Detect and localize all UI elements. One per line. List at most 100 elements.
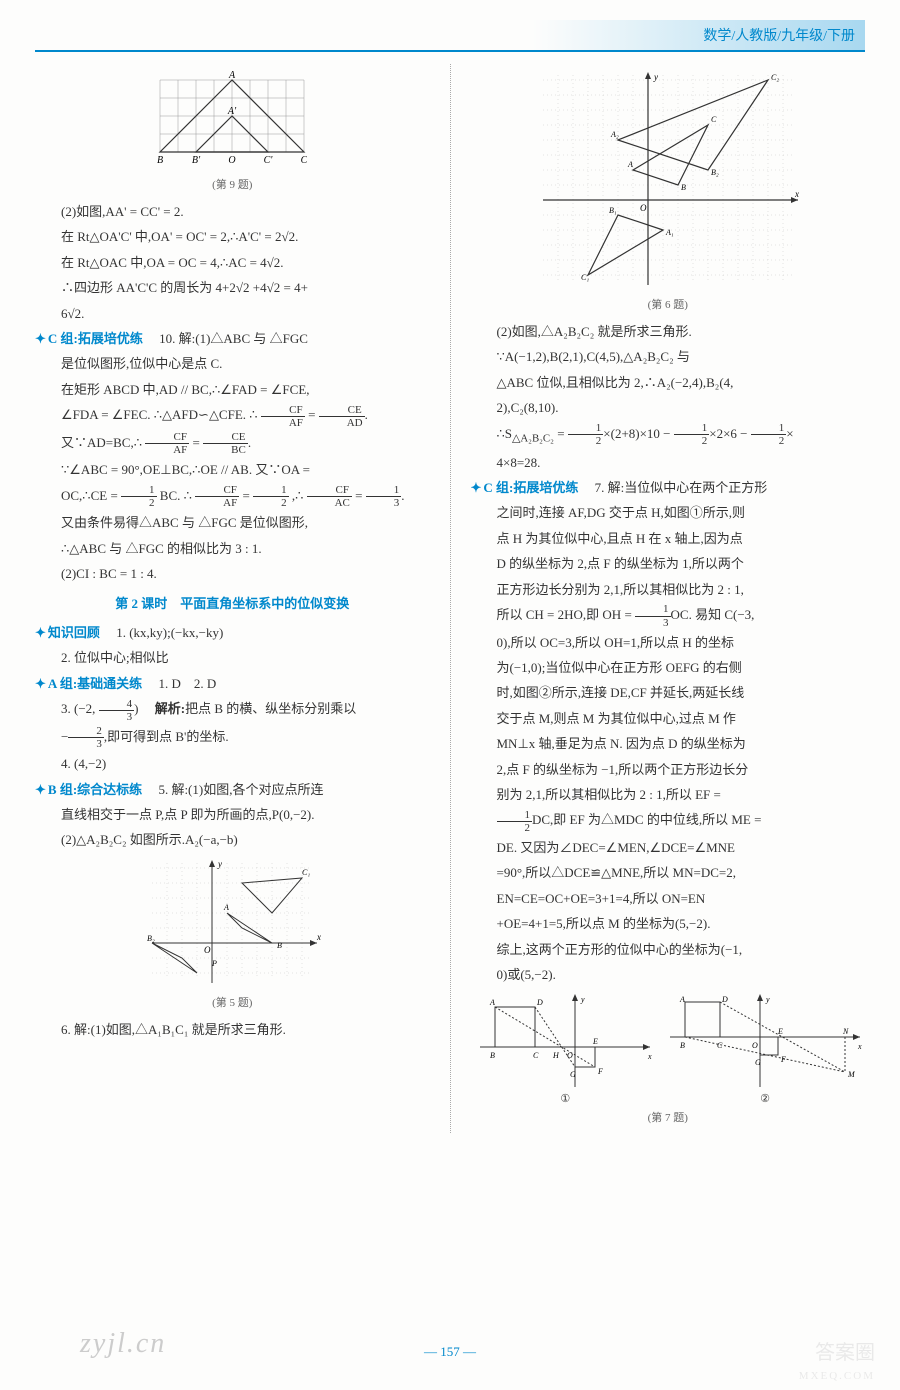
text: ∠FDA = ∠FEC. ∴△AFD∽△CFE. ∴ CFAF = CEAD. [35, 403, 430, 429]
svg-text:y: y [580, 995, 585, 1004]
text: (2)如图,△A₂B₂C₂ 就是所求三角形. [471, 320, 866, 343]
figure-9-caption: (第 9 题) [35, 176, 430, 192]
left-column: A A' B B' O C' C (第 9 题) (2)如图,AA' = CC'… [35, 64, 430, 1133]
text: DE. 又因为∠DEC=∠MEN,∠DCE=∠MNE [471, 836, 866, 859]
svg-text:B: B [680, 1041, 685, 1050]
text: D 的纵坐标为 2,点 F 的纵坐标为 1,所以两个 [471, 552, 866, 575]
text: ∴△ABC 与 △FGC 的相似比为 3 : 1. [35, 537, 430, 560]
group-b-label: B 组:综合达标练 [35, 782, 142, 797]
text: 又∵AD=BC,∴ CFAF = CEBC. [35, 431, 430, 457]
svg-text:A': A' [227, 106, 237, 117]
svg-text:H: H [552, 1051, 560, 1060]
q10-text: 10. 解:(1)△ABC 与 △FGC [159, 331, 308, 346]
svg-text:O: O [640, 203, 647, 213]
svg-text:F: F [597, 1067, 603, 1076]
right-column: x y O A B C A₂ B₂ C₂ A₁ B₁ C₁ (第 6 [471, 64, 866, 1133]
svg-text:B₂: B₂ [711, 168, 719, 177]
svg-text:D: D [536, 998, 543, 1007]
text: 交于点 M,则点 M 为其位似中心,过点 M 作 [471, 707, 866, 730]
text: 之间时,连接 AF,DG 交于点 H,如图①所示,则 [471, 501, 866, 524]
svg-text:A: A [223, 903, 229, 912]
text: 点 H 为其位似中心,且点 H 在 x 轴上,因为点 [471, 527, 866, 550]
text: 为(−1,0);当位似中心在正方形 OEFG 的右侧 [471, 656, 866, 679]
text: ∴S△A₂B₂C₂ = 12×(2+8)×10 − 12×2×6 − 12× [471, 422, 866, 449]
text: C 组:拓展培优练 10. 解:(1)△ABC 与 △FGC [35, 327, 430, 350]
text: C 组:拓展培优练 7. 解:当位似中心在两个正方形 [471, 476, 866, 499]
fig7-label2: ② [665, 1092, 865, 1105]
svg-text:O: O [204, 945, 211, 955]
text: A 组:基础通关练 1. D 2. D [35, 672, 430, 695]
text: B 组:综合达标练 5. 解:(1)如图,各个对应点所连 [35, 778, 430, 801]
text: ∵∠ABC = 90°,OE⊥BC,∴OE // AB. 又∵OA = [35, 458, 430, 481]
group-c-label: C 组:拓展培优练 [35, 331, 143, 346]
watermark-url: MXEQ.COM [799, 1370, 875, 1382]
svg-text:B₂: B₂ [147, 934, 155, 943]
svg-text:N: N [842, 1027, 849, 1036]
svg-text:C₁: C₁ [302, 868, 310, 877]
text: 6. 解:(1)如图,△A₁B₁C₁ 就是所求三角形. [35, 1018, 430, 1041]
lesson-title: 第 2 课时 平面直角坐标系中的位似变换 [35, 592, 430, 615]
text: 直线相交于一点 P,点 P 即为所画的点,P(0,−2). [35, 803, 430, 826]
text: 是位似图形,位似中心是点 C. [35, 352, 430, 375]
text: 2,点 F 的纵坐标为 −1,所以两个正方形边长分 [471, 758, 866, 781]
group-a-label: A 组:基础通关练 [35, 676, 142, 691]
svg-text:y: y [765, 995, 770, 1004]
figure-5-caption: (第 5 题) [35, 994, 430, 1010]
text: MN⊥x 轴,垂足为点 N. 因为点 D 的纵坐标为 [471, 732, 866, 755]
figure-5: x y O A C₁ B₂ B P [35, 858, 430, 988]
figure-7-caption: (第 7 题) [471, 1109, 866, 1125]
svg-text:B: B [490, 1051, 495, 1060]
text: (2)如图,AA' = CC' = 2. [35, 200, 430, 223]
group-k-label: 知识回顾 [35, 625, 100, 640]
text: 0),所以 OC=3,所以 OH=1,所以点 H 的坐标 [471, 631, 866, 654]
figure-7: x y O A D B C H E G F [471, 992, 866, 1105]
text: 知识回顾 1. (kx,ky);(−kx,−ky) [35, 621, 430, 644]
svg-text:B: B [681, 183, 686, 192]
svg-text:x: x [857, 1042, 862, 1051]
svg-text:M: M [847, 1070, 856, 1079]
text: 在 Rt△OAC 中,OA = OC = 4,∴AC = 4√2. [35, 251, 430, 274]
fig7-label1: ① [471, 1092, 661, 1105]
svg-text:B: B [157, 155, 163, 166]
svg-text:A₂: A₂ [610, 130, 619, 139]
text: −23,即可得到点 B'的坐标. [35, 725, 430, 751]
text: 12DC,即 EF 为△MDC 的中位线,所以 ME = [471, 808, 866, 834]
text: 正方形边长分别为 2,1,所以其相似比为 2 : 1, [471, 578, 866, 601]
text: 时,如图②所示,连接 DE,CF 并延长,两延长线 [471, 681, 866, 704]
svg-text:y: y [653, 72, 658, 82]
svg-text:A: A [489, 998, 495, 1007]
text: =90°,所以△DCE≌△MNE,所以 MN=DC=2, [471, 861, 866, 884]
svg-text:D: D [721, 995, 728, 1004]
svg-text:C: C [533, 1051, 539, 1060]
svg-text:P: P [211, 959, 217, 968]
text: (2)△A₂B₂C₂ 如图所示.A₂(−a,−b) [35, 828, 430, 851]
svg-text:O: O [229, 155, 236, 166]
text: 3. (−2, 43) 解析:把点 B 的横、纵坐标分别乘以 [35, 697, 430, 723]
text: 综上,这两个正方形的位似中心的坐标为(−1, [471, 938, 866, 961]
text: 2),C₂(8,10). [471, 396, 866, 419]
text: 在矩形 ABCD 中,AD // BC,∴∠FAD = ∠FCE, [35, 378, 430, 401]
text: △ABC 位似,且相似比为 2,∴A₂(−2,4),B₂(4, [471, 371, 866, 394]
svg-text:C': C' [264, 155, 274, 166]
svg-text:C: C [717, 1041, 723, 1050]
watermark-zyjl: zyjl.cn [80, 1328, 166, 1360]
page-header: 数学/人教版/九年级/下册 [35, 20, 865, 52]
svg-text:O: O [567, 1051, 573, 1060]
text: ∴四边形 AA'C'C 的周长为 4+2√2 +4√2 = 4+ [35, 276, 430, 299]
text: ∵A(−1,2),B(2,1),C(4,5),△A₂B₂C₂ 与 [471, 345, 866, 368]
text: 0)或(5,−2). [471, 963, 866, 986]
svg-text:C: C [301, 155, 307, 166]
svg-text:B₁: B₁ [609, 206, 617, 215]
figure-6: x y O A B C A₂ B₂ C₂ A₁ B₁ C₁ [471, 70, 866, 290]
text: OC,∴CE = 12 BC. ∴ CFAF = 12 ,∴ CFAC = 13… [35, 484, 430, 510]
figure-9: A A' B B' O C' C [35, 70, 430, 170]
svg-text:O: O [752, 1041, 758, 1050]
svg-text:F: F [780, 1055, 786, 1064]
text: 别为 2,1,所以其相似比为 2 : 1,所以 EF = [471, 783, 866, 806]
svg-text:x: x [794, 189, 799, 199]
text: 所以 CH = 2HO,即 OH = 13OC. 易知 C(−3, [471, 603, 866, 629]
text: EN=CE=OC+OE=3+1=4,所以 ON=EN [471, 887, 866, 910]
text: 4. (4,−2) [35, 752, 430, 775]
svg-text:C₂: C₂ [771, 73, 779, 82]
svg-text:G: G [755, 1058, 761, 1067]
